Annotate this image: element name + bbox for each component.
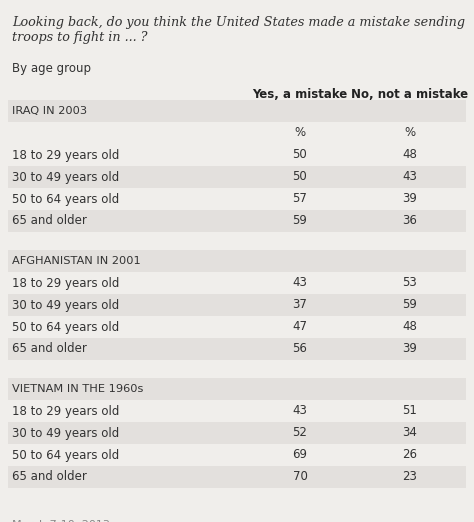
Text: 34: 34 xyxy=(402,426,418,440)
Text: 30 to 49 years old: 30 to 49 years old xyxy=(12,171,119,184)
Text: Yes, a mistake: Yes, a mistake xyxy=(252,88,347,101)
Text: 65 and older: 65 and older xyxy=(12,215,87,228)
Text: 57: 57 xyxy=(292,193,308,206)
Text: 26: 26 xyxy=(402,448,418,461)
Text: 52: 52 xyxy=(292,426,308,440)
Text: By age group: By age group xyxy=(12,62,91,75)
Text: %: % xyxy=(404,126,416,139)
Text: IRAQ IN 2003: IRAQ IN 2003 xyxy=(12,106,87,116)
Bar xyxy=(8,122,466,144)
Text: 50: 50 xyxy=(292,148,307,161)
Bar xyxy=(8,466,466,488)
Text: March 7-10, 2013: March 7-10, 2013 xyxy=(12,520,110,522)
Text: %: % xyxy=(294,126,306,139)
Text: 70: 70 xyxy=(292,470,308,483)
Text: 69: 69 xyxy=(292,448,308,461)
Bar xyxy=(8,444,466,466)
Bar xyxy=(8,188,466,210)
Bar xyxy=(8,210,466,232)
Text: 50: 50 xyxy=(292,171,307,184)
Bar xyxy=(8,378,466,400)
Text: 48: 48 xyxy=(402,321,418,334)
Text: No, not a mistake: No, not a mistake xyxy=(351,88,469,101)
Text: 47: 47 xyxy=(292,321,308,334)
Bar xyxy=(8,294,466,316)
Bar xyxy=(8,166,466,188)
Text: 65 and older: 65 and older xyxy=(12,470,87,483)
Bar xyxy=(8,250,466,272)
Text: 18 to 29 years old: 18 to 29 years old xyxy=(12,277,119,290)
Text: 48: 48 xyxy=(402,148,418,161)
Text: 65 and older: 65 and older xyxy=(12,342,87,355)
Text: 43: 43 xyxy=(292,277,308,290)
Bar xyxy=(8,272,466,294)
Bar xyxy=(8,422,466,444)
Bar xyxy=(8,144,466,166)
Text: 51: 51 xyxy=(402,405,418,418)
Text: 37: 37 xyxy=(292,299,308,312)
Text: 18 to 29 years old: 18 to 29 years old xyxy=(12,405,119,418)
Text: 59: 59 xyxy=(402,299,418,312)
Text: 43: 43 xyxy=(292,405,308,418)
Text: 39: 39 xyxy=(402,193,418,206)
Text: 23: 23 xyxy=(402,470,418,483)
Text: 59: 59 xyxy=(292,215,308,228)
Text: AFGHANISTAN IN 2001: AFGHANISTAN IN 2001 xyxy=(12,256,141,266)
Bar xyxy=(8,316,466,338)
Text: 56: 56 xyxy=(292,342,308,355)
Text: 39: 39 xyxy=(402,342,418,355)
Text: 43: 43 xyxy=(402,171,418,184)
Bar xyxy=(8,338,466,360)
Text: 30 to 49 years old: 30 to 49 years old xyxy=(12,299,119,312)
Bar xyxy=(8,400,466,422)
Text: 30 to 49 years old: 30 to 49 years old xyxy=(12,426,119,440)
Text: Looking back, do you think the United States made a mistake sending
troops to fi: Looking back, do you think the United St… xyxy=(12,16,465,44)
Text: 36: 36 xyxy=(402,215,418,228)
Text: 50 to 64 years old: 50 to 64 years old xyxy=(12,321,119,334)
Text: 53: 53 xyxy=(402,277,418,290)
Text: 50 to 64 years old: 50 to 64 years old xyxy=(12,448,119,461)
Bar xyxy=(8,100,466,122)
Text: 18 to 29 years old: 18 to 29 years old xyxy=(12,148,119,161)
Text: VIETNAM IN THE 1960s: VIETNAM IN THE 1960s xyxy=(12,384,143,394)
Text: 50 to 64 years old: 50 to 64 years old xyxy=(12,193,119,206)
